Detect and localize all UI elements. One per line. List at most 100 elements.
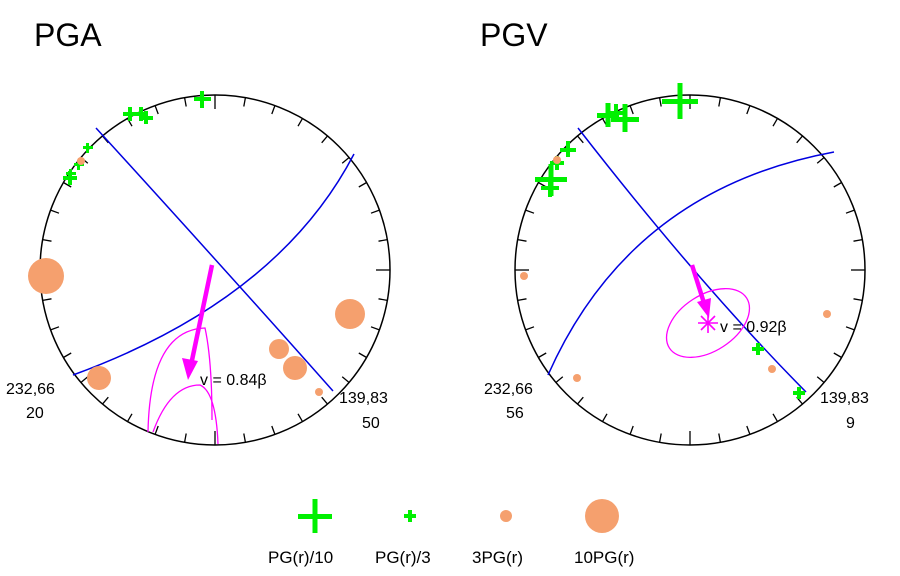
legend-label: 10PG(r) — [574, 548, 634, 567]
tick-mark — [853, 238, 863, 242]
plus-marker — [611, 104, 639, 132]
stereonet-ticks — [515, 95, 865, 445]
panel-pgv: PGV v = 0.92β — [480, 17, 869, 446]
left-plane-label: 232,66 — [6, 381, 55, 398]
tick-mark — [525, 326, 535, 331]
tick-mark — [378, 298, 388, 302]
plus-marker — [793, 387, 805, 399]
left-plane-sublabel: 20 — [26, 405, 44, 422]
tick-mark — [321, 396, 328, 405]
dot-marker — [553, 156, 561, 164]
tick-mark — [243, 433, 247, 443]
tick-mark — [525, 209, 535, 214]
tick-mark — [746, 425, 751, 435]
plus-marker — [123, 107, 137, 121]
tick-mark — [853, 298, 863, 302]
legend-symbol-plus-large — [298, 499, 332, 533]
velocity-label: v = 0.92β — [720, 319, 787, 336]
uncertainty-ellipse — [665, 288, 751, 358]
stereonet-ticks — [40, 95, 390, 445]
tick-mark — [601, 413, 608, 422]
plus-marker — [140, 111, 153, 124]
station-markers-plus — [535, 83, 805, 399]
station-markers-dot — [520, 156, 831, 382]
nodal-plane-1 — [95, 127, 334, 392]
dot-marker — [573, 374, 581, 382]
panel-title: PGV — [480, 17, 548, 53]
legend: PG(r)/10 PG(r)/3 3PG(r) 10PG(r) — [268, 499, 634, 567]
tick-mark — [183, 433, 187, 443]
tick-mark — [42, 298, 52, 302]
tick-mark — [126, 413, 133, 422]
dot-marker — [283, 356, 307, 380]
tick-mark — [772, 413, 779, 422]
plus-marker — [83, 143, 93, 153]
tick-mark — [50, 326, 60, 331]
tick-mark — [845, 209, 855, 214]
tick-mark — [321, 135, 328, 144]
tick-mark — [772, 118, 779, 127]
left-plane-label: 232,66 — [484, 381, 533, 398]
left-plane-sublabel: 56 — [506, 405, 524, 422]
tick-mark — [297, 413, 304, 422]
dot-marker — [520, 272, 528, 280]
legend-label: PG(r)/3 — [375, 548, 431, 567]
tick-mark — [42, 238, 52, 242]
tick-mark — [517, 298, 527, 302]
tick-mark — [629, 105, 634, 115]
rupture-velocity-arrow — [182, 264, 215, 380]
nodal-plane-2 — [72, 153, 355, 376]
epicenter-star-icon — [698, 313, 718, 333]
plus-marker — [74, 160, 84, 170]
tick-mark — [517, 238, 527, 242]
plus-marker — [194, 91, 211, 108]
legend-symbol-dot-small — [500, 510, 512, 522]
tick-mark — [63, 181, 72, 188]
tick-mark — [833, 352, 842, 359]
tick-mark — [50, 209, 60, 214]
tick-mark — [833, 181, 842, 188]
legend-symbol-dot-large — [585, 499, 619, 533]
tick-mark — [796, 135, 803, 144]
plus-marker — [752, 343, 764, 355]
nodal-plane-2 — [547, 151, 835, 376]
tick-mark — [577, 396, 584, 405]
tick-mark — [358, 181, 367, 188]
tick-mark — [718, 433, 722, 443]
legend-symbol-plus-small — [404, 510, 416, 522]
legend-label: PG(r)/10 — [268, 548, 333, 567]
station-markers-dot — [28, 157, 365, 396]
dot-marker — [28, 258, 64, 294]
tick-mark — [718, 97, 722, 107]
tick-mark — [297, 118, 304, 127]
panel-title: PGA — [34, 17, 102, 53]
tick-mark — [555, 376, 564, 383]
tick-mark — [658, 97, 662, 107]
tick-mark — [243, 97, 247, 107]
plus-marker — [662, 83, 698, 119]
tick-mark — [816, 157, 825, 164]
tick-mark — [746, 105, 751, 115]
tick-mark — [370, 326, 380, 331]
tick-mark — [154, 425, 159, 435]
tick-mark — [845, 326, 855, 331]
tick-mark — [154, 105, 159, 115]
right-plane-sublabel: 9 — [846, 415, 855, 432]
dot-marker — [269, 339, 289, 359]
velocity-label: v = 0.84β — [200, 372, 267, 389]
tick-mark — [358, 352, 367, 359]
plus-marker — [134, 107, 148, 121]
tick-mark — [271, 105, 276, 115]
tick-mark — [816, 376, 825, 383]
right-plane-label: 139,83 — [820, 390, 869, 407]
dot-marker — [77, 157, 85, 165]
dot-marker — [823, 310, 831, 318]
tick-mark — [80, 376, 89, 383]
dot-marker — [335, 299, 365, 329]
tick-mark — [341, 376, 350, 383]
tick-mark — [538, 352, 547, 359]
uncertainty-contour-inner — [152, 384, 219, 445]
tick-mark — [577, 135, 584, 144]
tick-mark — [378, 238, 388, 242]
